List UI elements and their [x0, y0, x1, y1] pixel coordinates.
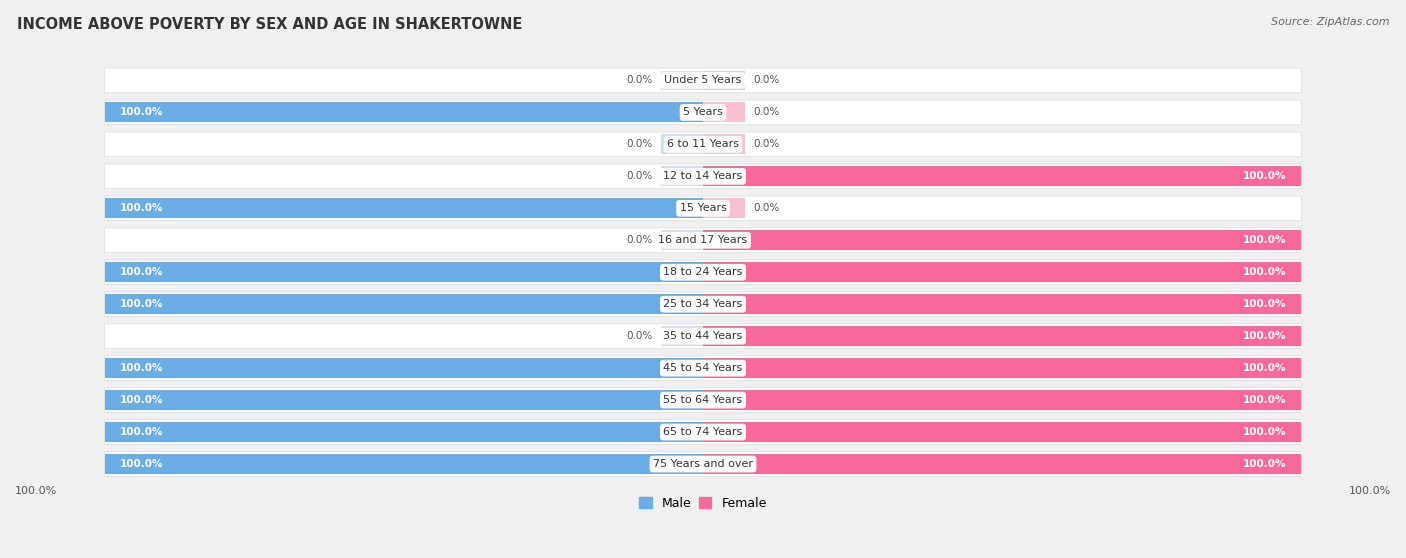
- Text: 100.0%: 100.0%: [120, 427, 163, 437]
- FancyBboxPatch shape: [104, 196, 1302, 220]
- Bar: [703, 134, 745, 154]
- Text: 0.0%: 0.0%: [626, 171, 652, 181]
- Bar: [104, 422, 703, 442]
- Bar: [661, 70, 703, 90]
- Text: 5 Years: 5 Years: [683, 107, 723, 117]
- FancyBboxPatch shape: [104, 292, 1302, 316]
- Text: 100.0%: 100.0%: [120, 395, 163, 405]
- Bar: [703, 70, 745, 90]
- Bar: [104, 454, 703, 474]
- Text: 100.0%: 100.0%: [1243, 363, 1286, 373]
- Bar: [703, 166, 1302, 186]
- Text: 75 Years and over: 75 Years and over: [652, 459, 754, 469]
- Bar: [661, 134, 703, 154]
- Legend: Male, Female: Male, Female: [634, 492, 772, 514]
- Bar: [104, 358, 703, 378]
- Text: Under 5 Years: Under 5 Years: [665, 75, 741, 85]
- Text: 25 to 34 Years: 25 to 34 Years: [664, 299, 742, 309]
- Bar: [703, 199, 745, 218]
- Text: 0.0%: 0.0%: [626, 331, 652, 341]
- Text: 100.0%: 100.0%: [1348, 486, 1391, 496]
- Text: 6 to 11 Years: 6 to 11 Years: [666, 140, 740, 150]
- Bar: [703, 326, 1302, 346]
- Bar: [104, 103, 703, 122]
- FancyBboxPatch shape: [104, 100, 1302, 124]
- FancyBboxPatch shape: [104, 324, 1302, 349]
- Bar: [703, 294, 1302, 314]
- FancyBboxPatch shape: [104, 388, 1302, 412]
- FancyBboxPatch shape: [104, 452, 1302, 477]
- Text: 18 to 24 Years: 18 to 24 Years: [664, 267, 742, 277]
- Text: 0.0%: 0.0%: [754, 75, 780, 85]
- FancyBboxPatch shape: [104, 260, 1302, 285]
- Text: 100.0%: 100.0%: [1243, 171, 1286, 181]
- Bar: [661, 166, 703, 186]
- Text: 15 Years: 15 Years: [679, 203, 727, 213]
- Text: 100.0%: 100.0%: [120, 459, 163, 469]
- Bar: [703, 103, 745, 122]
- Text: 100.0%: 100.0%: [15, 486, 58, 496]
- Text: 0.0%: 0.0%: [754, 140, 780, 150]
- Text: 0.0%: 0.0%: [626, 140, 652, 150]
- Text: 100.0%: 100.0%: [120, 299, 163, 309]
- Text: 100.0%: 100.0%: [1243, 459, 1286, 469]
- FancyBboxPatch shape: [104, 132, 1302, 157]
- Bar: [104, 262, 703, 282]
- Text: 100.0%: 100.0%: [1243, 267, 1286, 277]
- FancyBboxPatch shape: [104, 228, 1302, 253]
- Bar: [703, 358, 1302, 378]
- Text: 0.0%: 0.0%: [626, 75, 652, 85]
- Text: 100.0%: 100.0%: [1243, 427, 1286, 437]
- Text: 100.0%: 100.0%: [1243, 235, 1286, 246]
- Bar: [104, 390, 703, 410]
- Bar: [703, 454, 1302, 474]
- FancyBboxPatch shape: [104, 420, 1302, 444]
- Bar: [104, 294, 703, 314]
- Text: 55 to 64 Years: 55 to 64 Years: [664, 395, 742, 405]
- Text: 100.0%: 100.0%: [120, 203, 163, 213]
- Text: 35 to 44 Years: 35 to 44 Years: [664, 331, 742, 341]
- Text: 100.0%: 100.0%: [120, 267, 163, 277]
- FancyBboxPatch shape: [104, 356, 1302, 381]
- Text: 45 to 54 Years: 45 to 54 Years: [664, 363, 742, 373]
- Text: INCOME ABOVE POVERTY BY SEX AND AGE IN SHAKERTOWNE: INCOME ABOVE POVERTY BY SEX AND AGE IN S…: [17, 17, 522, 32]
- FancyBboxPatch shape: [104, 164, 1302, 189]
- Bar: [703, 390, 1302, 410]
- Text: 100.0%: 100.0%: [1243, 331, 1286, 341]
- Text: 100.0%: 100.0%: [120, 107, 163, 117]
- Text: 65 to 74 Years: 65 to 74 Years: [664, 427, 742, 437]
- Text: 100.0%: 100.0%: [1243, 299, 1286, 309]
- Text: 100.0%: 100.0%: [120, 363, 163, 373]
- Text: 12 to 14 Years: 12 to 14 Years: [664, 171, 742, 181]
- Text: 0.0%: 0.0%: [754, 107, 780, 117]
- Bar: [703, 262, 1302, 282]
- Bar: [661, 230, 703, 250]
- Text: Source: ZipAtlas.com: Source: ZipAtlas.com: [1271, 17, 1389, 27]
- Bar: [661, 326, 703, 346]
- Bar: [703, 422, 1302, 442]
- Bar: [104, 199, 703, 218]
- Bar: [703, 230, 1302, 250]
- Text: 16 and 17 Years: 16 and 17 Years: [658, 235, 748, 246]
- Text: 100.0%: 100.0%: [1243, 395, 1286, 405]
- Text: 0.0%: 0.0%: [626, 235, 652, 246]
- FancyBboxPatch shape: [104, 68, 1302, 93]
- Text: 0.0%: 0.0%: [754, 203, 780, 213]
